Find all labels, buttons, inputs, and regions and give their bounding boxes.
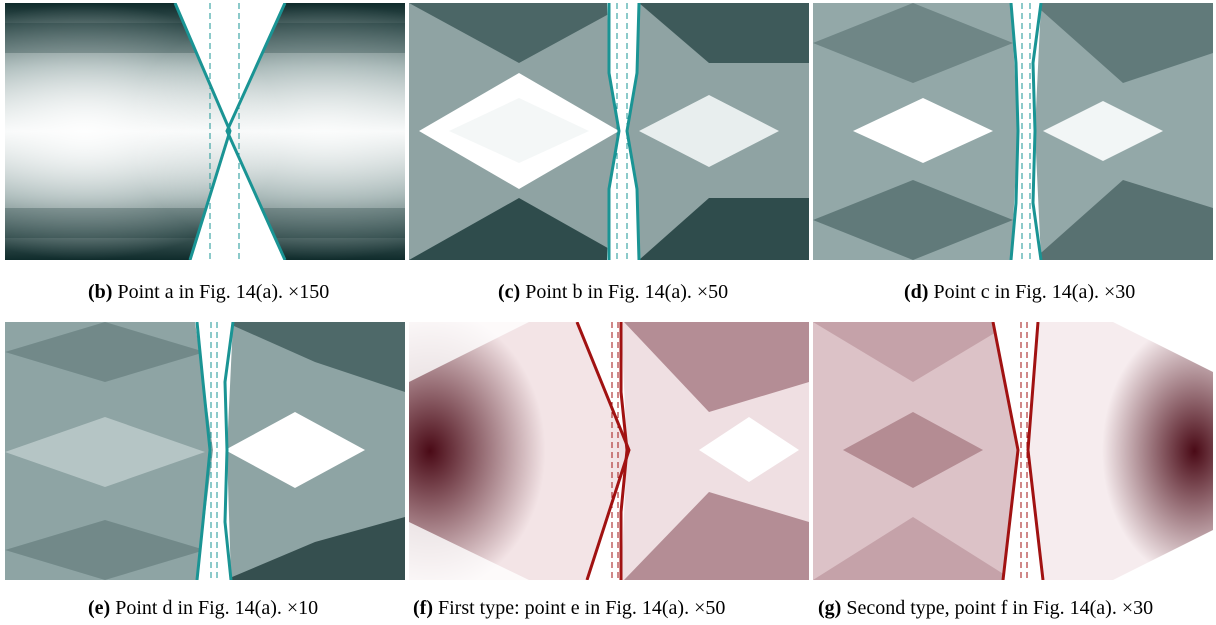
caption-c-label: (c)	[498, 281, 521, 303]
panel-c	[409, 3, 809, 260]
caption-d-text: Point c in Fig. 14(a).	[933, 281, 1099, 303]
caption-b-mag: ×150	[288, 281, 330, 303]
caption-c: (c) Point b in Fig. 14(a). ×50	[498, 280, 728, 304]
panel-e-image	[5, 322, 405, 580]
caption-g-text: Second type, point f in Fig. 14(a).	[846, 597, 1117, 619]
caption-b-text: Point a in Fig. 14(a).	[117, 281, 283, 303]
caption-f-text: First type: point e in Fig. 14(a).	[437, 597, 690, 619]
caption-f: (f) First type: point e in Fig. 14(a). ×…	[413, 596, 725, 620]
panel-b-image	[5, 3, 405, 260]
panel-e	[5, 322, 405, 580]
caption-d-mag: ×30	[1104, 281, 1136, 303]
caption-b: (b) Point a in Fig. 14(a). ×150	[88, 280, 329, 304]
caption-f-label: (f)	[413, 597, 433, 619]
caption-f-mag: ×50	[694, 597, 726, 619]
caption-c-text: Point b in Fig. 14(a).	[525, 281, 692, 303]
panel-g	[813, 322, 1213, 580]
panel-d	[813, 3, 1213, 260]
panel-b	[5, 3, 405, 260]
panel-g-image	[813, 322, 1213, 580]
panel-d-image	[813, 3, 1213, 260]
panel-f-image	[409, 322, 809, 580]
caption-e: (e) Point d in Fig. 14(a). ×10	[88, 596, 318, 620]
caption-d-label: (d)	[904, 281, 929, 303]
caption-g-mag: ×30	[1121, 597, 1154, 619]
caption-g: (g) Second type, point f in Fig. 14(a). …	[818, 596, 1153, 620]
caption-c-mag: ×50	[696, 281, 729, 303]
caption-b-label: (b)	[88, 281, 113, 303]
caption-e-text: Point d in Fig. 14(a).	[115, 597, 282, 619]
panel-c-image	[409, 3, 809, 260]
caption-g-label: (g)	[818, 597, 842, 619]
caption-e-label: (e)	[88, 597, 111, 619]
panel-f	[409, 322, 809, 580]
caption-e-mag: ×10	[286, 597, 319, 619]
caption-d: (d) Point c in Fig. 14(a). ×30	[904, 280, 1135, 304]
